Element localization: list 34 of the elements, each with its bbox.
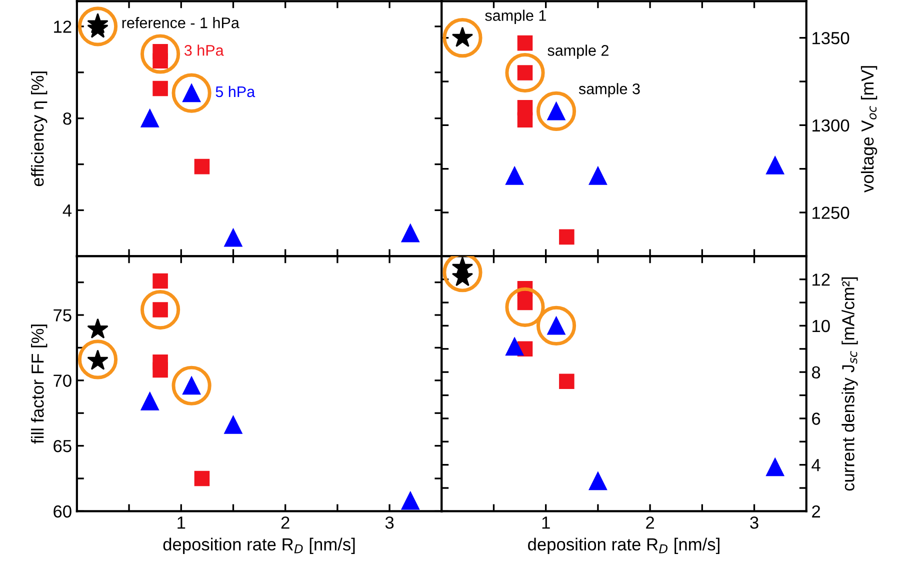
legend-label: reference - 1 hPa (122, 17, 240, 28)
y-tick-label: 75 (54, 309, 72, 322)
y-axis-title: efficiency η [%] (31, 72, 48, 186)
y-axis-title: voltage V$_{oc}$ [mV] (860, 66, 878, 192)
x-tick-label: 1 (178, 516, 186, 529)
y-axis-title: current density J$_{sc}$ [mA/cm²] (842, 277, 858, 491)
y-tick-label: 70 (54, 374, 72, 387)
y-tick-label: 65 (54, 440, 72, 452)
y-tick-label: 1350 (812, 32, 850, 44)
annotation: sample 2 (548, 44, 608, 59)
y-tick-label: 4 (812, 459, 820, 472)
y-tick-label: 1300 (812, 119, 850, 132)
x-axis-title: deposition rate R$_{D}$ [nm/s] (163, 538, 355, 554)
y-tick-label: 4 (62, 204, 72, 217)
x-axis-title: deposition rate R$_{D}$ [nm/s] (528, 538, 720, 554)
annotation: sample 1 (485, 10, 546, 24)
x-tick-label: 1 (542, 516, 550, 529)
y-tick-label: 60 (54, 505, 72, 518)
x-tick-label: 3 (385, 516, 394, 529)
y-tick-label: 8 (812, 366, 820, 379)
x-tick-label: 2 (281, 516, 290, 529)
y-tick-label: 12 (54, 20, 72, 33)
y-tick-label: 6 (812, 412, 820, 425)
y-tick-label: 10 (812, 320, 830, 332)
series-label: 3 hPa (184, 44, 224, 56)
y-tick-label: 1250 (812, 206, 850, 219)
y-axis-title: fill factor FF [%] (31, 324, 48, 444)
series-label: 5 hPa (216, 86, 256, 98)
y-tick-label: 2 (812, 505, 820, 518)
x-tick-label: 3 (750, 516, 758, 529)
y-tick-label: 8 (63, 112, 72, 125)
annotation: sample 3 (578, 83, 640, 98)
x-tick-label: 2 (646, 516, 654, 529)
y-tick-label: 12 (812, 274, 830, 286)
